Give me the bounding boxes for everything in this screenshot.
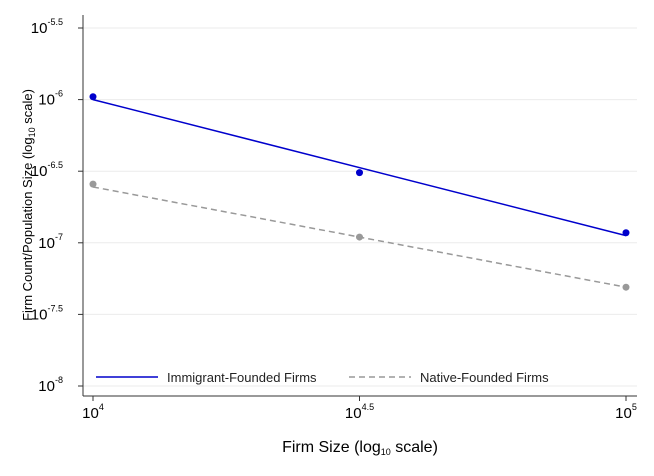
x-axis-ticks: 104 104.5 105 (82, 396, 637, 422)
immigrant-founded-firms-point (622, 229, 630, 237)
y-axis-title: Firm Count/Population Size (log10 scale) (20, 89, 37, 321)
x-axis-title: Firm Size (log10 scale) (282, 439, 438, 457)
native-founded-firms-point (622, 283, 630, 291)
legend-label: Immigrant-Founded Firms (167, 370, 317, 385)
y-tick-label: 10-6 (38, 89, 63, 109)
y-tick-label: 10-8 (38, 375, 63, 395)
legend-label: Native-Founded Firms (420, 370, 549, 385)
y-axis-ticks: 10-5.5 10-6 10-6.5 10-7 10-7.5 10-8 (31, 17, 83, 395)
immigrant-founded-firms-point (356, 169, 363, 177)
immigrant-founded-firms-point (89, 93, 97, 101)
x-tick-label: 105 (615, 402, 637, 422)
native-founded-firms-point (356, 233, 363, 241)
y-tick-label: 10-5.5 (31, 17, 63, 37)
y-tick-label: 10-6.5 (31, 160, 63, 180)
legend: Immigrant-Founded Firms Native-Founded Fi… (96, 370, 549, 385)
y-tick-label: 10-7.5 (31, 303, 63, 323)
native-founded-firms-point (89, 180, 97, 188)
x-tick-label: 104 (82, 402, 104, 422)
series-points (89, 93, 630, 291)
immigrant-founded-firms-fit-line (92, 98, 627, 237)
x-tick-label: 104.5 (345, 402, 374, 422)
y-tick-label: 10-7 (38, 232, 63, 252)
